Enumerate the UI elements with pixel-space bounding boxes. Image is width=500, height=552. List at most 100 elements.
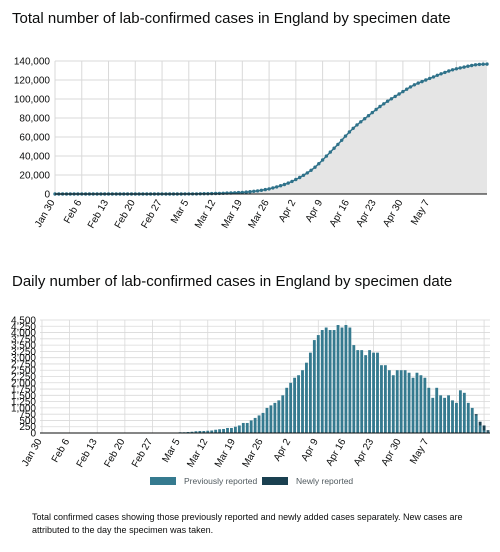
bar-previous [230, 427, 233, 433]
cumulative-point [420, 79, 424, 84]
bar-previous [233, 426, 237, 433]
cumulative-point [401, 89, 405, 94]
cumulative-point [416, 81, 420, 85]
bar-previous [222, 428, 225, 433]
y-tick-label: 120,000 [14, 76, 51, 87]
cumulative-point [359, 120, 363, 124]
x-tick-label: Mar 19 [213, 437, 238, 470]
bar-previous [372, 352, 375, 433]
cumulative-point [382, 102, 386, 106]
bar-previous [443, 397, 447, 433]
x-tick-label: Apr 30 [380, 437, 404, 468]
cumulative-point [435, 73, 439, 78]
y-tick-label: 0 [44, 190, 50, 201]
cumulative-point [236, 190, 241, 195]
bar-previous [411, 377, 415, 433]
bar-previous [435, 387, 439, 433]
cumulative-point [328, 150, 332, 154]
bar-previous [447, 395, 450, 433]
bar-previous [348, 327, 352, 433]
bar-previous [190, 431, 194, 433]
cumulative-point [447, 69, 451, 73]
bar-new [478, 421, 482, 426]
x-tick-label: Apr 23 [352, 437, 376, 468]
bar-new [486, 430, 490, 432]
cumulative-point [408, 85, 413, 89]
bar-previous [308, 352, 312, 433]
x-tick-label: Apr 9 [299, 437, 321, 464]
x-tick-label: Mar 26 [241, 437, 266, 470]
cumulative-point [481, 62, 485, 66]
y-tick-label: 20,000 [19, 171, 50, 182]
bar-previous [241, 422, 245, 433]
y-tick-label: 3,500 [11, 341, 36, 352]
cumulative-point [424, 78, 428, 82]
bar-previous [387, 370, 391, 433]
bar-previous [273, 402, 277, 433]
cumulative-cases-chart: 0 20,000 40,000 60,000 80,000 100,000 120,000 1… [14, 57, 489, 230]
cumulative-point [470, 63, 474, 68]
y-tick-label: 3,250 [11, 347, 36, 358]
cumulative-point [462, 65, 466, 69]
cumulative-point [477, 62, 482, 67]
bar-previous [431, 397, 435, 433]
y-tick-label: 140,000 [14, 57, 51, 68]
cumulative-point [263, 187, 267, 192]
bar-previous [451, 400, 454, 433]
bar-previous [376, 352, 379, 433]
cumulative-point [282, 182, 287, 187]
cumulative-point [458, 66, 462, 70]
cumulative-point [340, 138, 344, 142]
cumulative-point [240, 190, 244, 195]
bar-previous [340, 327, 344, 433]
bar-previous [352, 345, 356, 433]
bar-previous [395, 370, 399, 433]
cumulative-point [313, 165, 317, 169]
legend-item-new: Newly reported [262, 476, 353, 486]
cumulative-point [332, 146, 336, 150]
chart-caption: Total confirmed cases showing those prev… [32, 512, 463, 535]
y-tick-label: 2,500 [11, 366, 36, 377]
y-tick-label: 100,000 [14, 95, 51, 106]
legend-swatch-previous [150, 477, 176, 485]
bar-previous [383, 365, 387, 433]
bar-previous [482, 430, 486, 433]
bar-previous [218, 429, 222, 433]
bar-previous [364, 355, 368, 433]
bar-previous [324, 327, 328, 433]
cumulative-point [343, 134, 348, 138]
cumulative-point [370, 110, 374, 115]
cumulative-area [55, 64, 487, 194]
cumulative-point [351, 126, 355, 130]
cumulative-point [405, 87, 409, 91]
y-tick-label: 4,500 [11, 316, 36, 327]
cumulative-point [275, 185, 279, 189]
cumulative-point [355, 123, 359, 127]
x-tick-label: Apr 2 [272, 437, 294, 464]
y-tick-label: 1,500 [11, 391, 36, 402]
bar-previous [277, 400, 281, 433]
cumulative-point [485, 62, 489, 66]
cumulative-point [450, 68, 455, 72]
cumulative-point [317, 162, 321, 166]
cumulative-point [428, 76, 432, 81]
x-tick-label: Mar 5 [160, 437, 183, 465]
bar-previous [297, 375, 300, 433]
cumulative-point [443, 70, 447, 75]
y-tick-label: 1,250 [11, 397, 36, 408]
x-tick-label: Feb 27 [130, 437, 155, 470]
bar-previous [285, 387, 289, 433]
bar-previous [391, 375, 395, 433]
cumulative-point [267, 187, 271, 191]
cumulative-point [397, 92, 401, 96]
bar-previous [439, 395, 443, 433]
bar-previous [368, 350, 372, 433]
bar-previous [415, 372, 419, 433]
bar-previous [470, 407, 474, 433]
bar-previous [360, 350, 364, 433]
y-tick-label: 750 [19, 410, 36, 421]
bar-previous [423, 377, 427, 433]
legend-swatch-new [262, 477, 288, 485]
bar-previous [305, 362, 308, 433]
chart-legend: Previously reported Newly reported [0, 476, 500, 490]
